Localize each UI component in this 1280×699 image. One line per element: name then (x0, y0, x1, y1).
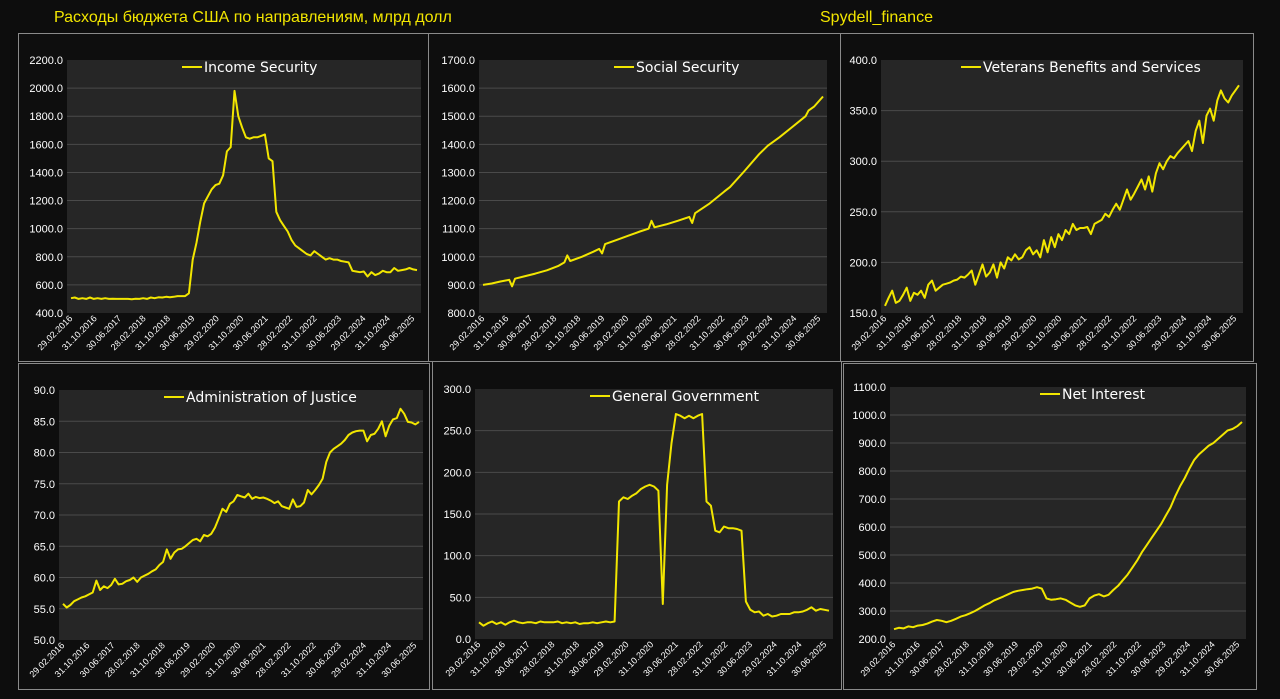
y-tick-label: 1100.0 (853, 382, 886, 394)
chart-svg: 200.0 300.0 400.0 500.0 600.0 700.0 800.0 900.0… (852, 382, 1246, 678)
y-tick-label: 100.0 (443, 551, 471, 563)
y-tick-label: 300.0 (443, 384, 471, 396)
y-tick-label: 1000.0 (29, 224, 63, 236)
y-tick-label: 1000.0 (441, 252, 475, 264)
y-tick-label: 400.0 (858, 578, 886, 590)
y-tick-label: 200.0 (443, 467, 471, 479)
y-tick-label: 800.0 (35, 252, 63, 264)
y-tick-label: 1400.0 (441, 139, 475, 151)
chart-panel-social-security: 800.0 900.0 1000.0 1100.0 1200.0 1300.0 1400.0… (428, 33, 842, 362)
chart-panel-income-security: 400.0 600.0 800.0 1000.0 1200.0 1400.0 1600.0 1… (18, 33, 430, 362)
chart-svg: 150.0200.0250.0300.0350.0400.029.02.2016… (849, 55, 1243, 352)
y-tick-label: 2000.0 (29, 83, 63, 95)
y-tick-label: 1100.0 (442, 224, 475, 236)
y-tick-label: 600.0 (35, 280, 63, 292)
y-tick-label: 300.0 (858, 606, 886, 618)
y-tick-label: 1200.0 (441, 196, 475, 208)
y-tick-label: 150.0 (443, 509, 471, 521)
y-tick-label: 1400.0 (29, 167, 63, 179)
plot-area (479, 60, 827, 313)
legend-label: Social Security (636, 60, 739, 76)
y-tick-label: 90.0 (34, 385, 55, 397)
chart-svg: 800.0 900.0 1000.0 1100.0 1200.0 1300.0 1400.0… (441, 55, 827, 352)
y-tick-label: 50.0 (450, 592, 471, 604)
series-line-general-government (478, 413, 830, 627)
y-tick-label: 70.0 (34, 510, 55, 522)
y-tick-label: 600.0 (858, 522, 886, 534)
series-line-income-security (70, 89, 418, 301)
series-line-net-interest (893, 421, 1243, 631)
y-tick-label: 1800.0 (29, 111, 63, 123)
legend-label: General Government (612, 389, 759, 405)
y-tick-label: 1000.0 (852, 410, 886, 422)
series-line-social-security (482, 95, 824, 288)
plot-area (881, 60, 1243, 313)
chart-svg: 50.055.060.065.070.075.080.085.090.029.0… (27, 385, 423, 679)
chart-panel-general-government: 0.0 50.0 100.0 150.0 200.0 250.0 300.0 29.02.20… (432, 361, 842, 690)
y-tick-label: 1300.0 (441, 167, 475, 179)
brand-label: Spydell_finance (820, 9, 933, 26)
y-tick-label: 200.0 (849, 257, 877, 269)
y-tick-label: 250.0 (443, 426, 471, 438)
y-tick-label: 0.0 (456, 634, 471, 646)
y-tick-label: 50.0 (34, 635, 55, 647)
y-tick-label: 200.0 (858, 634, 886, 646)
y-tick-label: 900.0 (858, 438, 886, 450)
y-tick-label: 700.0 (858, 494, 886, 506)
y-tick-label: 85.0 (34, 416, 55, 428)
y-tick-label: 150.0 (849, 308, 877, 320)
series-line-administration-of-justice (62, 407, 420, 609)
chart-panel-net-interest: 200.0 300.0 400.0 500.0 600.0 700.0 800.0 900.0… (843, 363, 1257, 690)
page-title: Расходы бюджета США по направлениям, млр… (54, 9, 452, 26)
y-tick-label: 300.0 (849, 156, 877, 168)
y-tick-label: 75.0 (34, 479, 55, 491)
y-tick-label: 60.0 (34, 573, 55, 585)
y-tick-label: 250.0 (849, 207, 877, 219)
series-line-veterans-benefits-and-services (884, 84, 1240, 307)
y-tick-label: 55.0 (34, 604, 55, 616)
y-tick-label: 800.0 (447, 308, 475, 320)
legend-label: Income Security (204, 60, 317, 76)
y-tick-label: 80.0 (34, 448, 55, 460)
y-tick-label: 500.0 (858, 550, 886, 562)
y-tick-label: 1600.0 (29, 139, 63, 151)
chart-panel-administration-of-justice: 50.0 55.0 60.0 65.0 70.0 75.0 80.0 85.0 90.0 29.0… (18, 363, 430, 690)
chart-svg: 400.0 600.0 800.0 1000.0 1200.0 1400.0 1600.0 1… (29, 55, 421, 352)
y-tick-label: 1500.0 (441, 111, 475, 123)
y-tick-label: 400.0 (35, 308, 63, 320)
y-tick-label: 2200.0 (29, 55, 63, 67)
y-tick-label: 1200.0 (29, 196, 63, 208)
y-tick-label: 400.0 (849, 55, 877, 67)
chart-svg: 0.050.0100.0150.0200.0250.0300.029.02.20… (443, 384, 833, 678)
plot-area (890, 387, 1246, 639)
legend-label: Net Interest (1062, 387, 1145, 403)
y-tick-label: 1600.0 (441, 83, 475, 95)
legend-label: Administration of Justice (186, 390, 357, 406)
chart-panel-veterans-benefits: 150.0 200.0 250.0 300.0 350.0 400.0 29.02.2016… (840, 33, 1254, 362)
y-tick-label: 1700.0 (441, 55, 475, 67)
y-tick-label: 350.0 (849, 106, 877, 118)
y-tick-label: 900.0 (447, 280, 475, 292)
y-tick-label: 65.0 (34, 541, 55, 553)
y-tick-label: 800.0 (858, 466, 886, 478)
legend-label: Veterans Benefits and Services (983, 60, 1201, 76)
